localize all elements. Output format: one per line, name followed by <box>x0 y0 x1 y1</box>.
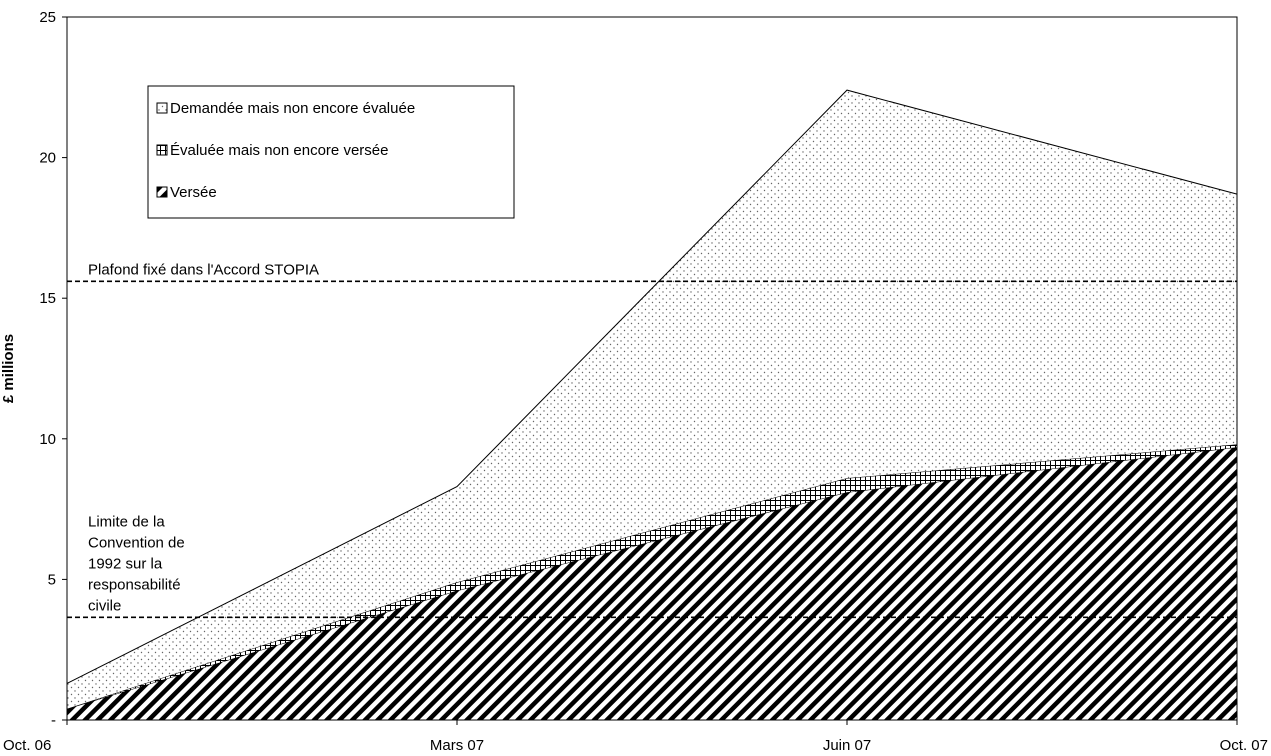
plot-frame <box>66 16 1238 721</box>
reference-line-label-1: Limite de la Convention de 1992 sur la resp… <box>88 513 185 614</box>
legend-box <box>147 85 515 219</box>
y-tick-label-3: 15 <box>39 290 56 307</box>
reference-lines: Plafond fixé dans l'Accord STOPIA Limite … <box>67 261 1237 619</box>
legend-swatch-0 <box>156 102 168 114</box>
legend: Demandée mais non encore évaluée Évaluée … <box>147 85 515 219</box>
legend-swatch-2 <box>156 186 168 198</box>
area-series-0 <box>67 447 1237 720</box>
y-axis: - 5 10 15 20 25 <box>39 9 67 729</box>
y-tick-label-1: 5 <box>48 571 56 588</box>
reference-line-label-0: Plafond fixé dans l'Accord STOPIA <box>88 261 319 278</box>
area-outline-2 <box>66 89 1238 684</box>
plot-area: Plafond fixé dans l'Accord STOPIA Limite … <box>66 16 1238 721</box>
y-tick-label-2: 10 <box>39 431 56 448</box>
x-tick-label-1: Mars 07 <box>430 737 484 754</box>
legend-label-0: Demandée mais non encore évaluée <box>170 100 415 117</box>
legend-label-2: Versée <box>170 184 217 201</box>
legend-swatch-1 <box>156 144 168 156</box>
x-tick-label-3: Oct. 07 <box>1220 737 1268 754</box>
series-areas <box>66 89 1238 720</box>
y-tick-label-4: 20 <box>39 150 56 167</box>
y-tick-label-5: 25 <box>39 9 56 26</box>
y-tick-label-0: - <box>51 712 56 729</box>
x-axis: Oct. 06 Mars 07 Juin 07 Oct. 07 <box>3 720 1268 754</box>
x-tick-label-2: Juin 07 <box>823 737 871 754</box>
x-tick-label-0: Oct. 06 <box>3 737 51 754</box>
legend-label-1: Évaluée mais non encore versée <box>170 142 388 159</box>
y-axis-title: £ millions <box>0 334 17 403</box>
area-series-2 <box>67 90 1237 709</box>
